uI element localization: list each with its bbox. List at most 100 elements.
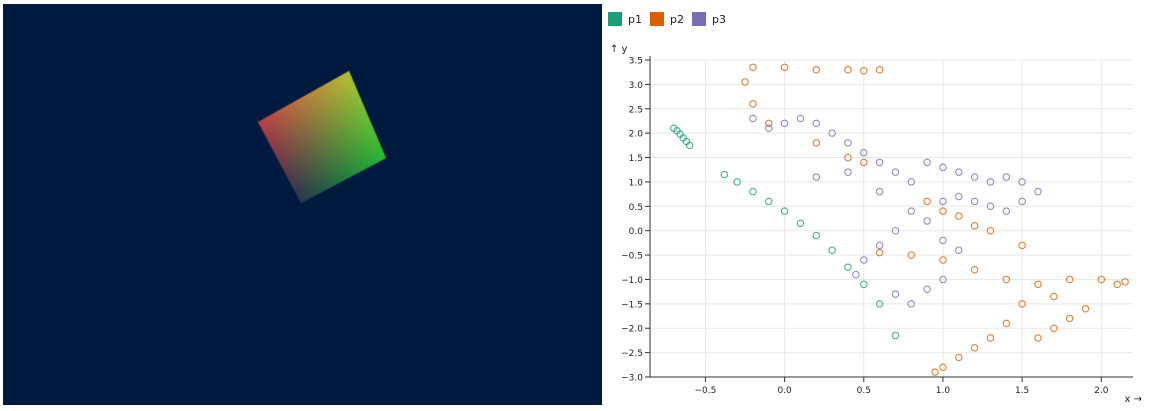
y-tick-label: 1.0 bbox=[629, 178, 644, 188]
point-p2 bbox=[986, 226, 995, 235]
point-p3 bbox=[844, 139, 852, 147]
point-p3 bbox=[923, 217, 931, 225]
legend-item-p3[interactable]: p3 bbox=[692, 12, 726, 26]
point-p3 bbox=[1002, 207, 1011, 215]
point-p2 bbox=[1018, 300, 1026, 308]
x-axis-label: x → bbox=[1125, 394, 1142, 405]
point-p3 bbox=[970, 173, 979, 181]
point-p3 bbox=[986, 178, 995, 186]
y-tick-label: 2.5 bbox=[629, 105, 643, 115]
y-tick-label: 1.5 bbox=[629, 154, 643, 164]
point-p3 bbox=[907, 207, 916, 215]
legend-item-p2[interactable]: p2 bbox=[650, 12, 684, 26]
point-p3 bbox=[796, 114, 805, 123]
axes: −3.0 −2.5 −2.0 −1.5 −1.0 −0.5 0.0 0.5 1.0 1.5 2.0 2… bbox=[610, 44, 1142, 405]
point-p2 bbox=[931, 368, 939, 376]
point-p2 bbox=[939, 363, 947, 371]
point-p3 bbox=[1018, 197, 1026, 206]
point-p2 bbox=[1050, 324, 1058, 332]
grid bbox=[650, 59, 1133, 378]
point-p1 bbox=[685, 141, 694, 150]
x-tick-label: 1.0 bbox=[936, 386, 951, 396]
scatter-chart[interactable]: p1 p2 p3 −3.0 −2.5 −2.0 −1.5 −1.0 −0.5 0.0 0.5 1.0… bbox=[602, 0, 1158, 411]
point-p3 bbox=[939, 275, 947, 284]
legend-label-p2: p2 bbox=[670, 13, 684, 26]
point-p1 bbox=[844, 263, 852, 272]
point-p2 bbox=[1065, 275, 1074, 284]
point-p1 bbox=[780, 207, 789, 215]
point-p2 bbox=[970, 265, 979, 274]
x-tick-label: 2.0 bbox=[1094, 386, 1109, 396]
point-p2 bbox=[1002, 275, 1011, 284]
point-p3 bbox=[860, 256, 868, 264]
point-p3 bbox=[891, 290, 900, 298]
point-p3 bbox=[780, 119, 789, 128]
point-p3 bbox=[907, 300, 916, 308]
point-p2 bbox=[749, 63, 757, 72]
point-p1 bbox=[812, 231, 821, 240]
legend-swatch-p3 bbox=[692, 12, 706, 26]
point-p3 bbox=[891, 226, 900, 235]
point-p3 bbox=[812, 173, 821, 181]
point-p3 bbox=[955, 246, 963, 254]
series-p2 bbox=[741, 63, 1129, 376]
point-p1 bbox=[875, 300, 884, 308]
point-p3 bbox=[812, 119, 821, 128]
point-p3 bbox=[939, 163, 947, 172]
y-tick-label: −1.0 bbox=[621, 276, 643, 286]
x-tick-label: −0.5 bbox=[694, 386, 716, 396]
point-p1 bbox=[749, 187, 757, 196]
point-p2 bbox=[1097, 275, 1106, 284]
point-p3 bbox=[955, 168, 963, 176]
point-p3 bbox=[923, 285, 931, 293]
webgl-canvas[interactable] bbox=[3, 4, 602, 405]
point-p2 bbox=[741, 78, 749, 86]
y-tick-label: −2.5 bbox=[621, 349, 643, 359]
y-tick-label: −2.0 bbox=[621, 325, 643, 335]
point-p3 bbox=[860, 148, 868, 157]
point-p2 bbox=[749, 100, 757, 108]
point-p2 bbox=[812, 139, 821, 147]
point-p2 bbox=[860, 66, 868, 75]
y-tick-label: 0.0 bbox=[629, 227, 644, 237]
series-p3 bbox=[749, 114, 1042, 308]
point-p3 bbox=[939, 197, 947, 206]
point-p1 bbox=[828, 246, 836, 254]
legend-swatch-p2 bbox=[650, 12, 664, 26]
point-p1 bbox=[733, 178, 741, 186]
point-p1 bbox=[720, 170, 729, 179]
point-p2 bbox=[844, 66, 852, 74]
point-p2 bbox=[780, 63, 789, 72]
point-p2 bbox=[955, 353, 963, 362]
point-p2 bbox=[875, 248, 884, 257]
point-p2 bbox=[923, 197, 931, 206]
x-tick-label: 0.5 bbox=[857, 386, 871, 396]
point-p2 bbox=[970, 222, 979, 230]
scatter-points bbox=[670, 63, 1129, 376]
point-p3 bbox=[1034, 187, 1042, 196]
point-p2 bbox=[970, 343, 979, 352]
y-tick-label: 3.5 bbox=[629, 57, 643, 67]
point-p3 bbox=[1018, 178, 1026, 186]
point-p3 bbox=[891, 168, 900, 176]
point-p3 bbox=[907, 178, 916, 186]
point-p3 bbox=[765, 124, 773, 133]
point-p3 bbox=[828, 129, 836, 137]
legend-swatch-p1 bbox=[608, 12, 622, 26]
point-p1 bbox=[765, 197, 773, 206]
point-p1 bbox=[891, 331, 900, 340]
x-tick-label: 1.5 bbox=[1015, 386, 1029, 396]
point-p3 bbox=[1002, 173, 1011, 181]
point-p2 bbox=[1113, 280, 1121, 289]
y-axis-label: ↑ y bbox=[610, 44, 628, 55]
legend-item-p1[interactable]: p1 bbox=[608, 12, 642, 26]
point-p2 bbox=[1121, 278, 1129, 286]
point-p2 bbox=[907, 251, 916, 259]
legend-label-p3: p3 bbox=[712, 13, 726, 26]
point-p1 bbox=[796, 219, 805, 228]
point-p2 bbox=[1034, 280, 1042, 289]
point-p3 bbox=[939, 236, 947, 245]
legend: p1 p2 p3 bbox=[608, 12, 726, 26]
point-p3 bbox=[875, 158, 884, 167]
